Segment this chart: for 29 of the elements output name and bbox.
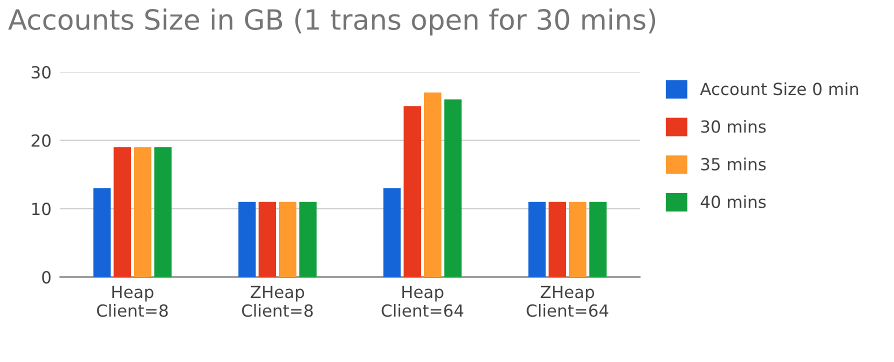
y-tick-label: 0 — [42, 270, 51, 284]
bar — [154, 147, 172, 277]
x-tick-label: ZHeap Client=8 — [242, 286, 313, 317]
legend-label: 30 mins — [701, 120, 766, 133]
bar — [299, 202, 317, 277]
x-tick-label: ZHeap Client=64 — [526, 286, 608, 317]
x-tick-label: Heap Client=64 — [382, 286, 464, 317]
x-tick-label: Heap Client=8 — [97, 286, 168, 317]
bar — [528, 202, 546, 277]
chart-title: Accounts Size in GB (1 trans open for 30 mins) — [8, 8, 656, 36]
y-tick-label: 10 — [32, 202, 51, 216]
bar — [134, 147, 152, 277]
bar — [114, 147, 132, 277]
bar — [93, 188, 111, 277]
bar — [548, 202, 566, 277]
bar — [404, 106, 422, 277]
bar — [424, 92, 442, 277]
bar — [238, 202, 256, 277]
bar — [258, 202, 276, 277]
bar — [568, 202, 586, 277]
legend-label: 40 mins — [700, 195, 766, 208]
bar — [589, 202, 607, 277]
legend-label: Account Size 0 min — [700, 82, 858, 96]
bar — [444, 99, 462, 277]
y-tick-label: 30 — [32, 66, 51, 79]
legend-label: 35 mins — [701, 158, 766, 171]
bar — [383, 188, 401, 277]
y-tick-label: 20 — [32, 134, 51, 147]
bar — [278, 202, 296, 277]
